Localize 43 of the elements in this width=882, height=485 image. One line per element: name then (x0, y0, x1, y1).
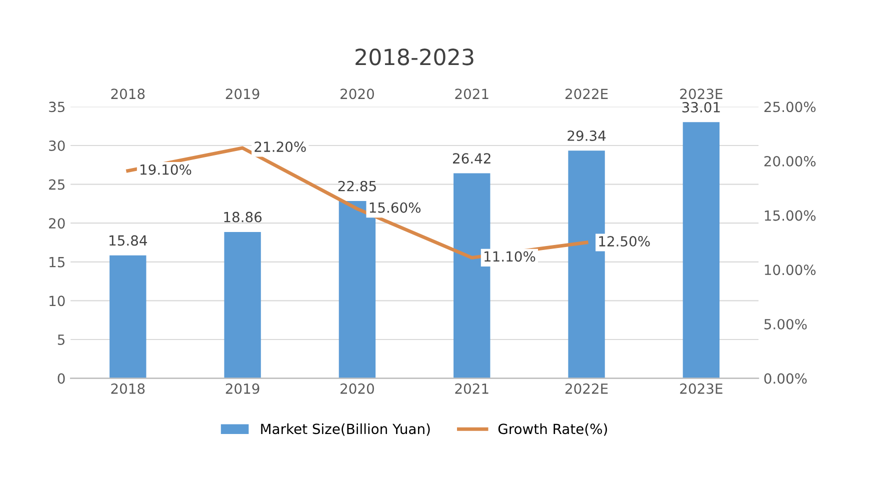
category-label: 2022E (565, 88, 608, 100)
data-label: 11.10% (484, 251, 536, 262)
bar (110, 255, 146, 378)
y-tick-label: 35 (49, 102, 64, 112)
x-tick-label: 2018 (111, 383, 145, 394)
data-label: 33.01 (682, 102, 720, 113)
data-label: 12.50% (599, 236, 650, 247)
bar (224, 232, 261, 378)
y2-tick-label: 10.00% (764, 264, 816, 276)
y2-tick-label: 5.00% (764, 318, 807, 330)
data-label: 26.42 (453, 153, 490, 164)
data-label: 21.20% (254, 142, 306, 152)
legend-label: Market Size(Billion Yuan) (261, 423, 430, 436)
y2-tick-label: 0.00% (764, 373, 807, 384)
data-label: 29.34 (568, 130, 606, 141)
x-tick-label: 2023E (680, 383, 722, 394)
category-label: 2021 (455, 88, 488, 100)
chart-title: 2018-2023 (356, 48, 474, 66)
category-label: 2023E (680, 88, 722, 100)
data-label: 15.84 (110, 235, 147, 246)
data-label: 19.10% (140, 164, 192, 175)
y-tick-label: 20 (49, 218, 65, 229)
x-tick-label: 2019 (226, 383, 260, 394)
y-tick-label: 10 (50, 296, 65, 306)
category-label: 2018 (111, 88, 145, 100)
y2-tick-label: 15.00% (764, 210, 816, 221)
legend-label: Growth Rate(%) (498, 423, 607, 436)
y-tick-label: 0 (58, 373, 65, 384)
data-label: 18.86 (224, 212, 262, 222)
y-tick-label: 25 (49, 179, 64, 190)
y-tick-label: 5 (58, 334, 64, 345)
data-label: 15.60% (370, 202, 421, 213)
x-tick-label: 2021 (455, 383, 488, 394)
y-tick-label: 30 (49, 140, 65, 151)
data-label: 22.85 (338, 180, 376, 192)
x-tick-label: 2022E (565, 383, 608, 394)
y2-tick-label: 20.00% (764, 156, 816, 166)
bar (682, 122, 720, 378)
y2-tick-label: 25.00% (764, 102, 816, 112)
y-tick-label: 15 (50, 257, 64, 268)
x-tick-label: 2020 (340, 383, 374, 394)
category-label: 2019 (226, 88, 260, 100)
category-label: 2020 (340, 88, 374, 100)
